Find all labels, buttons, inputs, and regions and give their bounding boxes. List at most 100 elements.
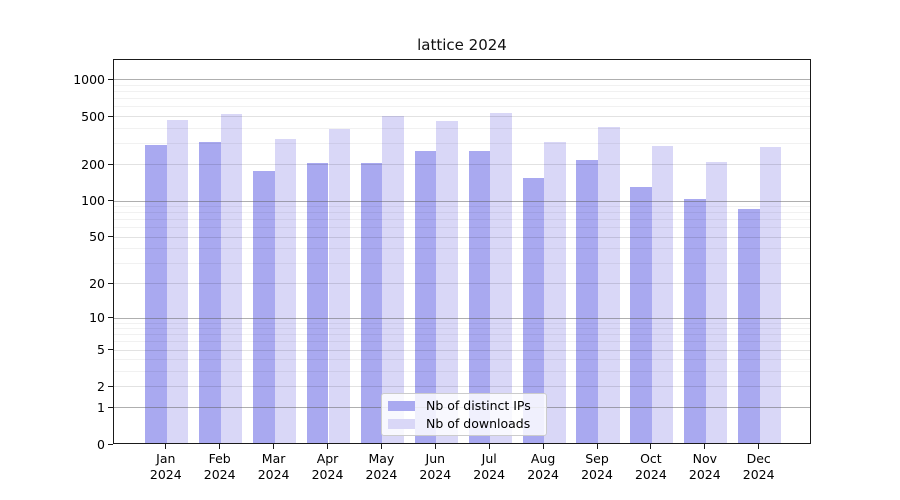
y-tick-label-5: 5: [97, 342, 105, 357]
bar-downloads-sep: [598, 127, 620, 443]
bar-distinct-ips-feb: [199, 141, 221, 443]
legend-label-distinct-ips: Nb of distinct IPs: [426, 398, 531, 413]
x-tick-mark-mar: [273, 444, 275, 449]
bar-distinct-ips-jan: [145, 144, 167, 443]
legend: Nb of distinct IPs Nb of downloads: [381, 393, 547, 436]
y-tick-mark-1000: [108, 78, 113, 80]
y-tick-mark-500: [108, 115, 113, 117]
bar-distinct-ips-jun: [414, 151, 437, 443]
y-tick-mark-1: [108, 406, 113, 408]
bar-downloads-may: [382, 115, 404, 443]
gridline-minor-300: [114, 142, 810, 144]
bar-downloads-jul: [490, 112, 512, 443]
gridline-10: [114, 317, 810, 319]
legend-swatch-downloads-icon: [388, 419, 415, 429]
x-tick-mark-sep: [596, 444, 598, 449]
x-tick-label-jun: Jun 2024: [419, 451, 452, 482]
x-tick-label-nov: Nov 2024: [688, 451, 721, 482]
y-tick-mark-10: [108, 317, 113, 318]
y-tick-label-1: 1: [97, 399, 105, 415]
gridline-1000: [114, 79, 810, 81]
y-tick-mark-100: [108, 200, 113, 201]
bar-distinct-ips-oct: [630, 187, 652, 443]
bar-downloads-dec: [759, 146, 782, 443]
y-tick-label-2: 2: [97, 378, 105, 394]
gridline-minor-900: [114, 85, 810, 86]
x-tick-label-dec: Dec 2024: [742, 451, 775, 482]
gridline-minor-4: [114, 359, 810, 361]
gridline-50: [114, 236, 810, 238]
x-tick-label-jul: Jul 2024: [473, 451, 506, 482]
x-tick-mark-jan: [165, 444, 167, 449]
gridline-minor-700: [114, 98, 810, 100]
x-tick-label-apr: Apr 2024: [311, 451, 344, 482]
y-tick-mark-5: [108, 349, 113, 350]
x-tick-mark-jun: [434, 444, 436, 449]
y-tick-label-0: 0: [97, 436, 105, 452]
x-tick-label-may: May 2024: [365, 451, 398, 482]
x-tick-mark-jul: [488, 444, 490, 449]
gridline-minor-90: [114, 206, 810, 207]
x-tick-label-mar: Mar 2024: [257, 451, 290, 482]
x-tick-label-sep: Sep 2024: [581, 451, 613, 482]
y-tick-label-50: 50: [89, 229, 105, 244]
x-tick-mark-may: [380, 444, 382, 449]
gridline-5: [114, 349, 810, 351]
x-tick-mark-feb: [219, 444, 221, 449]
gridline-minor-800: [114, 91, 810, 93]
y-tick-label-100: 100: [81, 193, 105, 208]
bar-downloads-jun: [436, 121, 458, 443]
bar-downloads-nov: [705, 161, 728, 443]
gridline-500: [114, 116, 810, 117]
gridline-minor-60: [114, 227, 810, 229]
gridline-minor-40: [114, 248, 810, 249]
gridline-20: [114, 283, 810, 285]
bar-downloads-oct: [651, 145, 674, 443]
y-tick-label-10: 10: [89, 310, 105, 325]
bar-downloads-aug: [544, 142, 566, 443]
bar-distinct-ips-nov: [684, 199, 706, 443]
gridline-100: [114, 200, 810, 202]
gridline-minor-80: [114, 212, 810, 214]
x-tick-label-jan: Jan 2024: [149, 451, 182, 482]
y-tick-label-500: 500: [81, 108, 105, 124]
x-tick-label-feb: Feb 2024: [203, 451, 236, 482]
gridline-minor-70: [114, 219, 810, 221]
x-tick-mark-nov: [704, 444, 706, 449]
bar-distinct-ips-may: [360, 162, 383, 443]
gridline-minor-7: [114, 334, 810, 336]
y-tick-mark-2: [108, 385, 113, 387]
x-tick-mark-apr: [327, 444, 328, 449]
gridline-200: [114, 164, 810, 166]
y-tick-mark-20: [108, 282, 113, 284]
gridline-minor-30: [114, 262, 810, 264]
y-tick-mark-0: [108, 443, 113, 445]
legend-row-downloads: Nb of downloads: [388, 415, 538, 433]
bar-distinct-ips-sep: [576, 159, 598, 443]
x-tick-mark-aug: [542, 444, 544, 449]
legend-label-downloads: Nb of downloads: [426, 416, 531, 431]
bar-downloads-jan: [166, 119, 189, 443]
legend-row-distinct-ips: Nb of distinct IPs: [388, 397, 538, 415]
bar-distinct-ips-jul: [468, 150, 491, 443]
y-tick-label-200: 200: [81, 156, 105, 172]
gridline-minor-6: [114, 341, 810, 343]
gridline-minor-600: [114, 106, 810, 108]
plot-area: Nb of distinct IPs Nb of downloads: [113, 59, 811, 444]
y-tick-mark-200: [108, 163, 113, 165]
bar-distinct-ips-mar: [253, 170, 275, 443]
gridline-minor-8: [114, 328, 810, 330]
gridline-minor-3: [114, 370, 810, 372]
gridline-minor-9: [114, 322, 810, 324]
bar-downloads-feb: [220, 114, 243, 443]
x-tick-label-oct: Oct 2024: [634, 451, 667, 482]
x-tick-label-aug: Aug 2024: [527, 451, 559, 482]
bar-downloads-mar: [274, 139, 297, 443]
y-tick-label-1000: 1000: [73, 71, 105, 87]
x-tick-mark-dec: [758, 444, 760, 449]
bar-distinct-ips-dec: [738, 209, 760, 443]
bar-distinct-ips-aug: [522, 177, 545, 443]
y-tick-mark-50: [108, 236, 113, 237]
y-tick-label-20: 20: [89, 275, 105, 291]
